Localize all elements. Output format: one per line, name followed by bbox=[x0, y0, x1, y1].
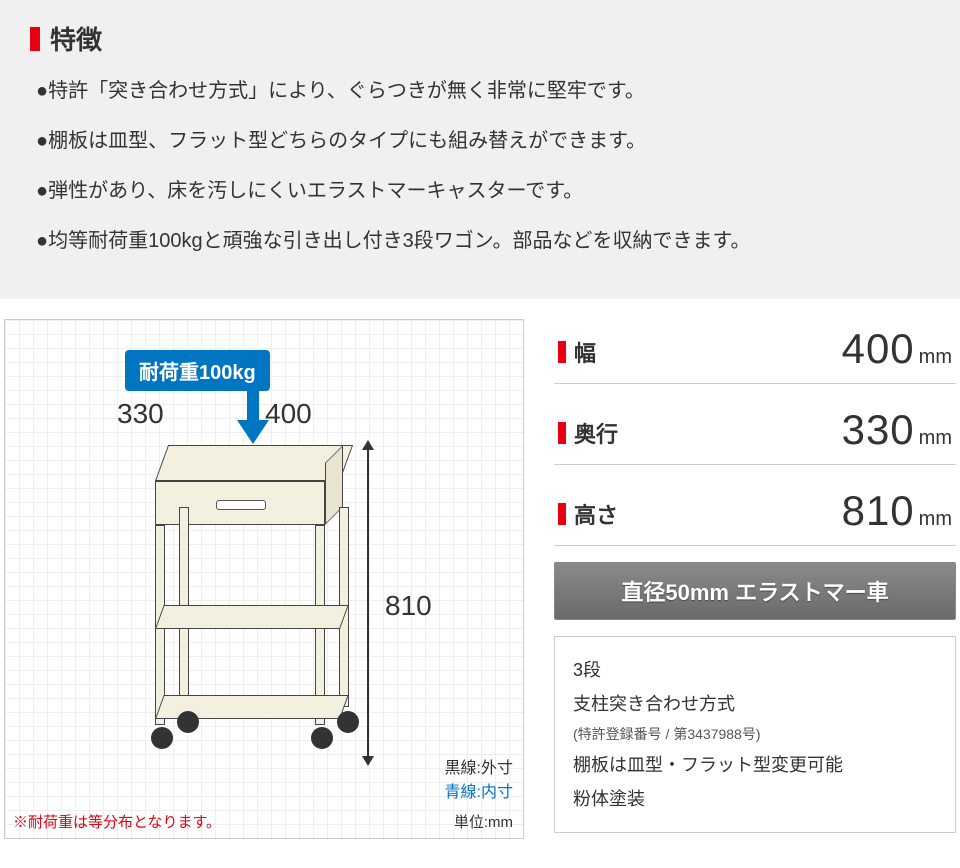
caster-icon bbox=[151, 727, 173, 749]
spec-label-text: 高さ bbox=[574, 498, 618, 530]
legend-inner-line: 青線:内寸 bbox=[445, 778, 513, 802]
load-footnote: ※耐荷重は等分布となります。 bbox=[13, 811, 221, 832]
spec-label-text: 奥行 bbox=[574, 417, 618, 449]
diagram-grid: 耐荷重100kg 330 400 bbox=[4, 319, 524, 839]
spec-row-width: 幅 400mm bbox=[554, 319, 956, 384]
caster-spec-badge: 直径50mm エラストマー車 bbox=[554, 562, 956, 620]
cart-top-shelf bbox=[155, 445, 353, 481]
spec-label-text: 幅 bbox=[574, 336, 596, 368]
dimension-line-vertical bbox=[367, 448, 369, 758]
spec-label: 高さ bbox=[558, 498, 668, 530]
notes-box: 3段 支柱突き合わせ方式 (特許登録番号 / 第3437988号) 棚板は皿型・… bbox=[554, 636, 956, 833]
spec-value: 810mm bbox=[668, 487, 952, 535]
spec-value: 400mm bbox=[668, 325, 952, 373]
feature-bullet: ●棚板は皿型、フラット型どちらのタイプにも組み替えができます。 bbox=[30, 125, 930, 157]
dimension-depth: 330 bbox=[117, 398, 164, 430]
note-line: 粉体塗装 bbox=[573, 782, 937, 816]
spec-unit: mm bbox=[919, 346, 952, 368]
spec-label: 幅 bbox=[558, 336, 668, 368]
dimension-width: 400 bbox=[265, 398, 312, 430]
cart-shelf bbox=[155, 605, 349, 629]
accent-bar-icon bbox=[558, 422, 566, 444]
load-capacity-badge: 耐荷重100kg bbox=[125, 350, 270, 391]
legend-outer-line: 黒線:外寸 bbox=[445, 754, 513, 778]
features-section: 特徴 ●特許「突き合わせ方式」により、ぐらつきが無く非常に堅牢です。 ●棚板は皿… bbox=[0, 0, 960, 299]
lower-section: 耐荷重100kg 330 400 bbox=[0, 319, 960, 839]
caster-icon bbox=[177, 711, 199, 733]
caster-icon bbox=[311, 727, 333, 749]
cart-illustration bbox=[155, 445, 340, 765]
spec-row-height: 高さ 810mm bbox=[554, 481, 956, 546]
note-subline: (特許登録番号 / 第3437988号) bbox=[573, 721, 937, 748]
features-title: 特徴 bbox=[30, 20, 930, 57]
note-line: 棚板は皿型・フラット型変更可能 bbox=[573, 748, 937, 782]
spec-label: 奥行 bbox=[558, 417, 668, 449]
spec-value: 330mm bbox=[668, 406, 952, 454]
accent-bar-icon bbox=[558, 503, 566, 525]
features-title-text: 特徴 bbox=[50, 20, 102, 57]
spec-number: 400 bbox=[842, 325, 915, 372]
spec-row-depth: 奥行 330mm bbox=[554, 400, 956, 465]
drawer-handle bbox=[216, 500, 266, 510]
note-line: 3段 bbox=[573, 653, 937, 687]
diagram-panel: 耐荷重100kg 330 400 bbox=[4, 319, 524, 839]
spec-number: 810 bbox=[842, 487, 915, 534]
legend: 黒線:外寸 青線:内寸 bbox=[445, 754, 513, 802]
caster-icon bbox=[337, 711, 359, 733]
spec-panel: 幅 400mm 奥行 330mm 高さ 810mm 直径50mm bbox=[554, 319, 956, 839]
accent-bar-icon bbox=[558, 341, 566, 363]
spec-number: 330 bbox=[842, 406, 915, 453]
feature-bullet: ●弾性があり、床を汚しにくいエラストマーキャスターです。 bbox=[30, 175, 930, 207]
spec-unit: mm bbox=[919, 508, 952, 530]
feature-bullet: ●特許「突き合わせ方式」により、ぐらつきが無く非常に堅牢です。 bbox=[30, 75, 930, 107]
accent-bar-icon bbox=[30, 27, 40, 51]
dimension-height: 810 bbox=[385, 590, 432, 622]
note-line: 支柱突き合わせ方式 bbox=[573, 687, 937, 721]
spec-unit: mm bbox=[919, 427, 952, 449]
unit-label: 単位:mm bbox=[454, 811, 513, 832]
feature-bullet: ●均等耐荷重100kgと頑強な引き出し付き3段ワゴン。部品などを収納できます。 bbox=[30, 225, 930, 257]
